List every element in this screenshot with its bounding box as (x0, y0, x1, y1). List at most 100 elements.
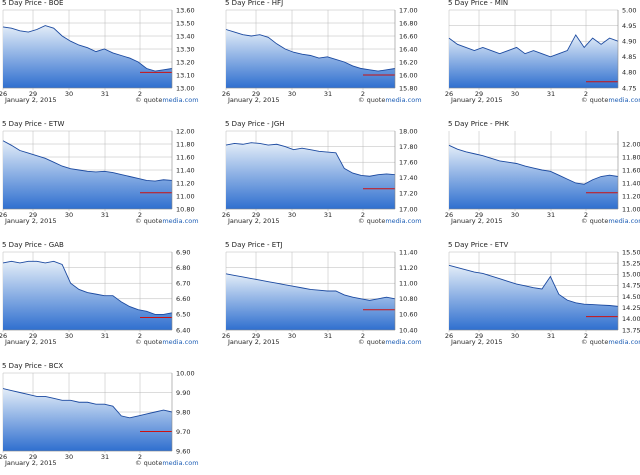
y-tick-label: 13.20 (176, 58, 195, 66)
x-tick-label: 2 (361, 211, 365, 219)
y-tick-label: 10.80 (399, 295, 418, 303)
credit-prefix: © quote (358, 217, 386, 225)
chart-date-label: January 2, 2015 (451, 217, 503, 225)
y-tick-label: 4.90 (622, 38, 636, 46)
price-line (2, 140, 173, 182)
y-tick-label: 16.40 (399, 45, 418, 53)
chart-svg: 15.50 15.25 15.00 14.75 14.50 14.25 14.00 13.75… (445, 248, 640, 340)
chart-date-label: January 2, 2015 (5, 217, 57, 225)
y-tick-label: 9.60 (176, 447, 190, 455)
chart-date-label: January 2, 2015 (451, 338, 503, 346)
credit-prefix: © quote (135, 217, 163, 225)
credit-suffix: media.com (385, 338, 422, 346)
price-line (448, 144, 619, 185)
y-tick-label: 14.75 (622, 282, 640, 290)
price-chart-panel: 5 Day Price - BCX 10.00 9.90 9.80 9.70 9.60 26… (0, 362, 200, 475)
y-tick-label: 15.50 (622, 248, 640, 256)
y-tick-label: 13.00 (176, 84, 195, 92)
price-chart-panel: 5 Day Price - HFJ 17.00 16.80 16.60 16.40 16.… (222, 0, 423, 112)
chart-title: 5 Day Price - ETJ (225, 241, 283, 249)
price-chart-panel: 5 Day Price - BOE 13.60 13.50 13.40 13.30 13.… (0, 0, 200, 112)
price-chart-panel: 5 Day Price - ETW 12.00 11.80 11.60 11.40 11.… (0, 120, 200, 233)
y-tick-label: 17.00 (399, 205, 418, 213)
credit-suffix: media.com (162, 459, 199, 467)
x-tick-label: 30 (65, 453, 73, 461)
credit-prefix: © quote (581, 338, 609, 346)
x-tick-label: 26 (0, 90, 7, 98)
credit-suffix: media.com (385, 217, 422, 225)
credit-prefix: © quote (135, 96, 163, 104)
x-tick-label: 2 (584, 211, 588, 219)
credit-suffix: media.com (162, 338, 199, 346)
credit-suffix: media.com (608, 338, 640, 346)
y-tick-label: 9.80 (176, 408, 190, 416)
y-tick-label: 6.90 (176, 248, 190, 256)
credit-prefix: © quote (358, 96, 386, 104)
x-tick-label: 30 (65, 90, 73, 98)
y-tick-label: 11.00 (176, 192, 195, 200)
price-area (3, 261, 172, 330)
x-tick-label: 26 (445, 211, 453, 219)
y-tick-label: 18.00 (399, 127, 418, 135)
x-tick-label: 2 (361, 332, 365, 340)
chart-date-label: January 2, 2015 (451, 96, 503, 104)
y-tick-label: 4.80 (622, 69, 636, 77)
price-chart-panel: 5 Day Price - JGH 18.00 17.80 17.60 17.40 17.… (222, 120, 423, 233)
credit-prefix: © quote (135, 459, 163, 467)
x-tick-label: 29 (475, 332, 483, 340)
price-chart-panel: 5 Day Price - MIN 5.00 4.95 4.90 4.85 4.80 4.7… (445, 0, 640, 112)
x-tick-label: 26 (222, 332, 230, 340)
x-tick-label: 2 (361, 90, 365, 98)
y-tick-label: 11.20 (622, 192, 640, 200)
y-tick-label: 6.80 (176, 264, 190, 272)
chart-title: 5 Day Price - GAB (2, 241, 64, 249)
x-tick-label: 29 (475, 211, 483, 219)
y-tick-label: 14.25 (622, 304, 640, 312)
credit-prefix: © quote (135, 338, 163, 346)
y-tick-label: 12.00 (622, 140, 640, 148)
x-tick-label: 2 (138, 211, 142, 219)
price-area (449, 145, 618, 209)
price-chart-panel: 5 Day Price - ETJ 11.40 11.20 11.00 10.80 10.… (222, 241, 423, 354)
price-line (448, 34, 619, 58)
y-tick-label: 4.95 (622, 22, 636, 30)
y-tick-label: 11.00 (622, 205, 640, 213)
x-tick-label: 29 (29, 332, 37, 340)
x-tick-label: 26 (0, 332, 7, 340)
x-tick-label: 31 (324, 332, 332, 340)
chart-title: 5 Day Price - JGH (225, 120, 285, 128)
x-tick-label: 31 (101, 90, 109, 98)
y-tick-label: 15.00 (622, 271, 640, 279)
credit-suffix: media.com (385, 96, 422, 104)
y-tick-label: 4.75 (622, 84, 636, 92)
x-tick-label: 29 (29, 211, 37, 219)
x-tick-label: 31 (547, 90, 555, 98)
y-tick-label: 11.40 (176, 166, 195, 174)
chart-title: 5 Day Price - HFJ (225, 0, 284, 7)
y-tick-label: 16.20 (399, 58, 418, 66)
chart-svg: 5.00 4.95 4.90 4.85 4.80 4.75 26 29 30 31 2 (445, 6, 637, 98)
y-tick-label: 13.75 (622, 326, 640, 334)
y-tick-label: 12.00 (176, 127, 195, 135)
x-tick-label: 30 (288, 332, 296, 340)
quotemedia-credit: © quotemedia.com (358, 217, 422, 225)
x-tick-label: 30 (65, 332, 73, 340)
y-tick-label: 11.20 (399, 264, 418, 272)
chart-title: 5 Day Price - ETW (2, 120, 65, 128)
x-tick-label: 29 (252, 211, 260, 219)
chart-date-label: January 2, 2015 (5, 459, 57, 467)
quotemedia-credit: © quotemedia.com (358, 338, 422, 346)
x-tick-label: 30 (511, 211, 519, 219)
credit-prefix: © quote (581, 96, 609, 104)
x-tick-label: 29 (252, 332, 260, 340)
price-area (449, 34, 618, 88)
x-tick-label: 31 (324, 90, 332, 98)
chart-title: 5 Day Price - BOE (2, 0, 64, 7)
y-tick-label: 14.00 (622, 315, 640, 323)
chart-svg: 18.00 17.80 17.60 17.40 17.20 17.00 26 29 30 31 2 (222, 127, 418, 219)
price-area (226, 142, 395, 209)
y-tick-label: 11.40 (622, 179, 640, 187)
y-tick-label: 17.80 (399, 143, 418, 151)
y-tick-label: 17.60 (399, 159, 418, 167)
